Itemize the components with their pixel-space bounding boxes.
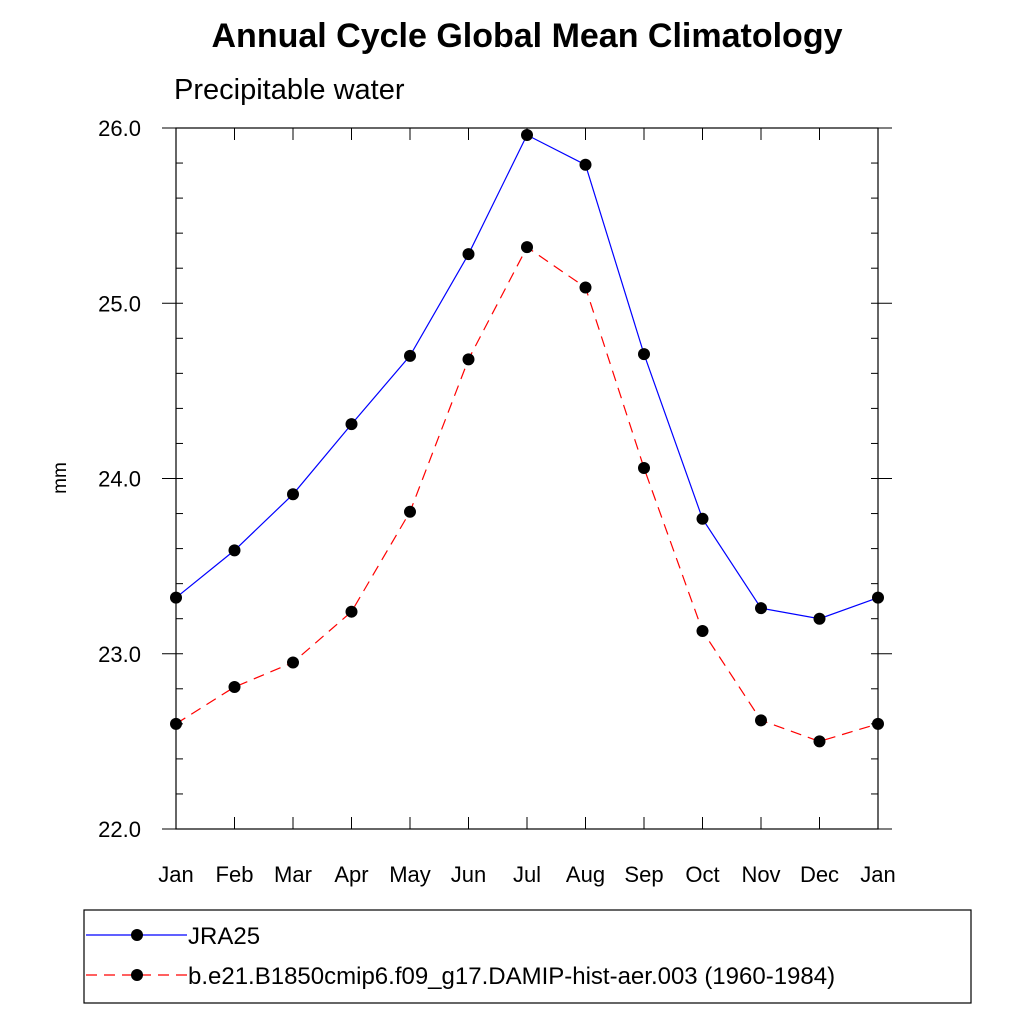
series-0-point [462, 248, 475, 261]
y-tick-label: 25.0 [98, 291, 141, 316]
legend-label-jra25: JRA25 [188, 923, 260, 950]
series-0-point [755, 602, 767, 615]
series-1-point [521, 241, 533, 254]
x-tick-label: Dec [800, 862, 839, 887]
series-1-point [813, 735, 826, 748]
chart-subtitle: Precipitable water [174, 74, 405, 106]
x-tick-label: Jul [513, 862, 541, 887]
series-1-point [579, 281, 592, 294]
series-0-point [345, 418, 358, 431]
x-tick-label: Jun [451, 862, 486, 887]
legend-label-model: b.e21.B1850cmip6.f09_g17.DAMIP-hist-aer.… [188, 963, 835, 990]
legend-marker-model [131, 969, 143, 981]
x-tick-label: Jan [860, 862, 895, 887]
y-tick-label: 24.0 [98, 467, 141, 492]
x-tick-label: Oct [685, 862, 719, 887]
y-axis-label: mm [50, 462, 71, 494]
series-1-point [170, 717, 182, 730]
series-1-point [696, 624, 709, 637]
x-tick-label: Apr [334, 862, 368, 887]
y-tick-label: 23.0 [98, 642, 141, 667]
series-0-point [872, 591, 884, 604]
x-tick-label: Sep [624, 862, 663, 887]
series-0-point [696, 512, 709, 525]
series-0-point [579, 158, 592, 171]
series-0-point [521, 129, 533, 142]
legend-box [83, 909, 972, 1004]
series-0-point [170, 591, 182, 604]
series-0-point [228, 544, 241, 557]
series-0-point [638, 348, 650, 361]
legend-marker-jra25 [131, 929, 143, 941]
series-line-0 [175, 134, 879, 620]
series-1-point [345, 605, 358, 618]
series-0-point [287, 488, 299, 501]
series-1-point [462, 353, 475, 366]
x-tick-label: May [389, 862, 431, 887]
chart-title: Annual Cycle Global Mean Climatology [212, 17, 843, 55]
x-tick-label: Aug [566, 862, 605, 887]
series-1-point [755, 714, 767, 727]
x-tick-label: Feb [216, 862, 254, 887]
y-tick-label: 26.0 [98, 116, 141, 141]
x-tick-label: Mar [274, 862, 312, 887]
series-group [170, 129, 884, 748]
axis-ticks [162, 127, 892, 830]
series-0-point [813, 612, 826, 625]
x-tick-label: Jan [158, 862, 193, 887]
series-1-point [404, 505, 416, 518]
series-1-point [287, 656, 299, 669]
y-tick-label: 22.0 [98, 817, 141, 842]
series-line-1 [175, 246, 879, 743]
series-0-point [404, 349, 416, 362]
x-tick-label: Nov [741, 862, 780, 887]
x-tick-labels: Jan Feb Mar Apr May Jun Jul Aug Sep Oct Nov Dec Jan [158, 862, 895, 887]
series-1-point [872, 717, 884, 730]
series-1-point [638, 461, 650, 474]
series-1-point [228, 681, 241, 694]
y-tick-labels: 22.0 23.0 24.0 25.0 26.0 [98, 116, 141, 842]
plot-frame [175, 127, 879, 830]
legend: JRA25 b.e21.B1850cmip6.f09_g17.DAMIP-his… [83, 909, 972, 1004]
